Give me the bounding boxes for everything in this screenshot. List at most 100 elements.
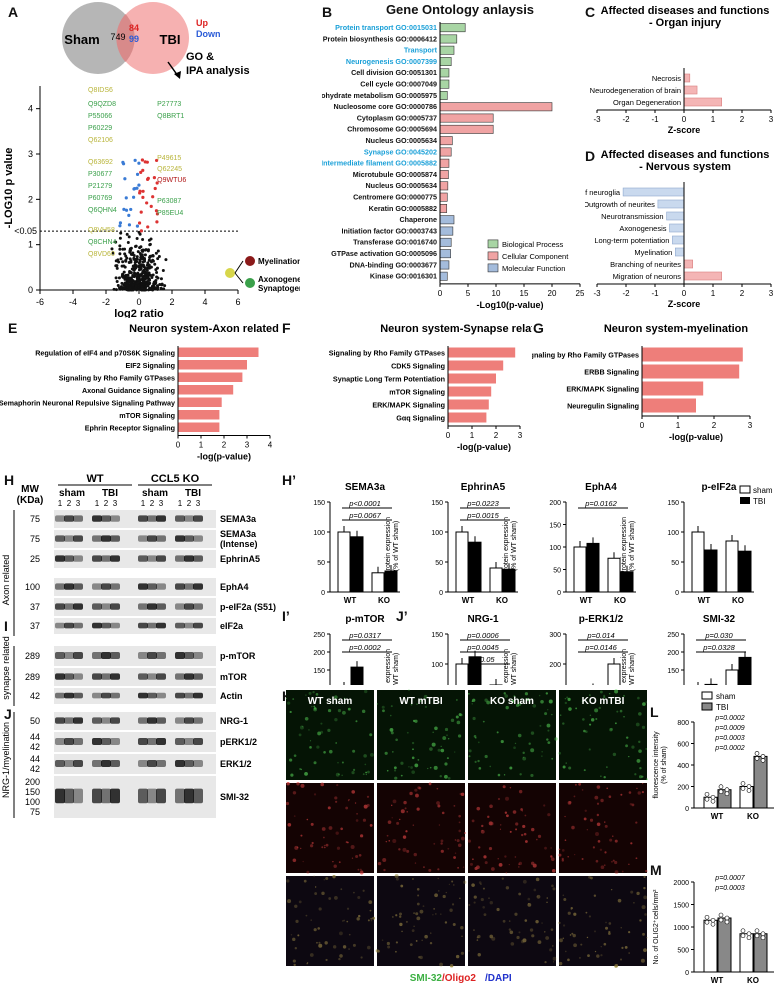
micrograph-signal [292,791,297,795]
blot-band [138,535,148,542]
micrograph-signal [544,961,547,964]
blot-lane-number: 2 [187,499,192,508]
volcano-significant-point [124,196,128,200]
micrograph-signal [528,742,531,745]
micrograph-signal [355,855,359,859]
zscore-category-label: Long-term potentiation [594,236,669,245]
pathway-label: Ephrin Receptor Signaling [85,423,175,432]
blot-band [175,535,185,542]
go-bar [439,113,494,123]
zscore-category-label: Necrosis [652,74,681,83]
zscore-chart-title: Affected diseases and functions [601,5,770,17]
zscore-category-label: Outgrowth of neurites [585,200,655,209]
micrograph-signal [409,791,413,796]
micrograph-signal [483,913,487,916]
micrograph-signal [342,710,346,715]
blot-band [193,717,203,724]
fluor-point [704,791,710,797]
micrograph-signal [447,847,450,850]
blot-band [156,760,166,767]
micrograph-signal [417,759,420,761]
micrograph-signal [567,958,570,962]
micrograph-signal [395,914,398,917]
pathway-x-tick-label: 4 [268,441,273,450]
volcano-point [128,286,132,290]
volcano-significant-point [138,189,142,193]
fluor-y-tick-label: 200 [677,785,689,792]
go-bar [439,23,466,33]
micrograph-signal [600,945,602,948]
blot-band [55,515,65,522]
micrograph-signal [584,809,587,812]
micrograph-signal [550,847,552,849]
pathway-x-label: -log(p-value) [457,442,511,452]
bar-p-value: p=0.0002 [348,643,381,652]
micrograph-signal [606,787,609,790]
micrograph-signal [341,774,343,777]
zscore-x-tick-label: -2 [622,289,630,298]
micrograph-signal [385,840,388,843]
volcano-gene-label: Q6QHN4 [88,207,117,214]
micrograph-signal [504,855,507,858]
micrograph-signal [541,755,543,757]
blot-band [147,515,157,522]
micrograph-signal [292,698,295,700]
micrograph-signal [351,771,355,775]
volcano-point [119,257,123,261]
volcano-gene-label: Q62106 [88,137,113,144]
blot-band [175,717,185,724]
axon-related-chart: Neuron system-Axon related Regulation of … [0,323,279,462]
volcano-gene-label: P21279 [88,183,112,190]
micrograph-signal [285,697,287,700]
panel-label-iprime: I’ [282,608,290,624]
volcano-significant-point [139,170,143,174]
go-category-label: Microtubule GO:0005874 [353,170,437,179]
micrograph-signal [381,705,385,709]
panel-label-m: M [650,862,662,878]
micrograph-signal [578,956,581,959]
blot-protein-label: (Intense) [220,539,258,549]
micrograph-signal [609,838,613,842]
micrograph-signal [293,815,296,817]
volcano-point [118,244,122,248]
volcano-point [114,288,118,292]
blot-band [175,583,185,590]
volcano-significant-point [145,201,149,205]
micrograph-signal [342,945,347,949]
micrograph-signal [300,834,303,837]
volcano-y-tick-label: 4 [28,104,33,114]
blot-mw-marker: 44 [30,754,40,764]
volcano-significant-point [141,195,145,199]
micrograph-signal [603,696,606,699]
blot-band [193,583,203,590]
bar-y-tick-label: 250 [667,632,679,639]
blot-band [193,603,203,610]
micrograph-signal [515,828,518,831]
micrograph-signal [593,894,597,897]
blot-band [64,555,74,562]
blot-band [64,583,74,590]
volcano-significant-point [123,177,127,181]
blot-membrane [54,550,216,568]
micrograph-signal [376,703,379,705]
micrograph-signal [590,718,595,722]
micrograph-signal [510,942,515,946]
blot-protein-label: SEMA3a [220,529,257,539]
zscore-bar [666,211,685,221]
micrograph-signal [634,773,637,776]
micrograph-signal [522,938,527,943]
volcano-significant-point [139,210,143,214]
micrograph-signal [461,935,463,938]
bar-mark [738,550,752,593]
volcano-point [146,248,150,252]
micrograph-signal [508,863,510,866]
bar-x-label: KO [496,596,508,605]
micrograph-signal [386,941,390,946]
bar-mark [468,541,482,593]
volcano-point [142,268,146,272]
blot-band [92,788,102,804]
micrograph-signal [399,912,403,916]
blot-band [55,603,65,610]
micrograph-signal [573,795,576,798]
blot-mw-marker: 289 [25,651,40,661]
